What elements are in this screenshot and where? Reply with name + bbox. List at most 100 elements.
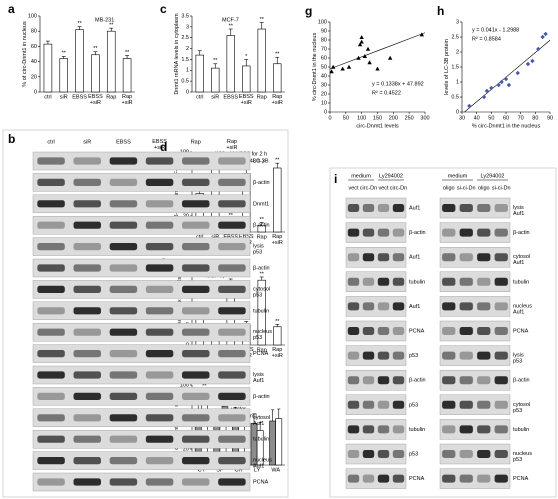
trend-line — [329, 32, 426, 70]
blot-strip — [345, 246, 407, 268]
panel-letter: a — [8, 2, 15, 16]
blot-strip — [439, 419, 511, 440]
x-tick-label: Rap — [106, 94, 116, 100]
text-line: p53 — [253, 293, 262, 299]
y-tick-label: 80 — [31, 29, 37, 35]
blot-band — [37, 264, 65, 272]
text-line: Rap — [122, 94, 132, 100]
blot-band — [145, 435, 174, 443]
blot-band — [442, 400, 456, 409]
blot-strip — [345, 296, 407, 317]
panel-letter: h — [437, 4, 444, 18]
text-line: +siR — [272, 353, 283, 359]
significance: ** — [275, 52, 280, 58]
blot-band — [73, 435, 101, 443]
text-line: nucleus — [253, 330, 274, 336]
blot-band — [182, 414, 210, 422]
text-line: +siR — [226, 145, 237, 151]
text-line: lysis — [253, 372, 265, 378]
blot-band — [477, 253, 491, 262]
row-label: β-actin — [513, 230, 530, 236]
annotation: MCF-7 — [222, 17, 239, 23]
row-label: tubulin — [409, 427, 425, 433]
blot-band — [182, 328, 210, 336]
blot-band — [392, 400, 405, 409]
x-tick-label: Rap +siR — [122, 94, 133, 106]
text-line: p53 — [253, 336, 262, 342]
x-tick-label: 50 — [343, 115, 349, 121]
blot-band — [494, 351, 508, 360]
x-tick-label: SP — [216, 467, 224, 473]
condition-label: Ly294002 — [481, 173, 505, 179]
y-tick-label: 100 — [318, 19, 327, 25]
point — [359, 39, 364, 44]
condition-label: medium — [351, 173, 371, 179]
blot-band — [37, 307, 65, 315]
text-line: p53 — [513, 359, 522, 365]
blot-band — [392, 228, 405, 237]
blot-band — [459, 474, 473, 483]
blot-band — [145, 178, 174, 186]
blot-band — [347, 351, 360, 360]
significance: * — [245, 54, 248, 60]
blot-band — [109, 157, 138, 165]
lane-label: oligo — [443, 185, 455, 191]
blot-band — [442, 228, 456, 237]
equation: y = 0.1338x + 47.892 — [372, 81, 424, 87]
point — [346, 64, 352, 69]
blot-band — [494, 228, 508, 237]
blot-strip — [32, 151, 251, 171]
text-line: Rap — [272, 347, 282, 353]
blot-band — [37, 478, 65, 486]
text-line: p53 — [253, 250, 262, 256]
bar — [211, 67, 220, 93]
blot-band — [109, 457, 138, 465]
blot-band — [477, 400, 491, 409]
text-line: lysis — [253, 244, 265, 250]
x-tick-label: siR — [211, 94, 219, 100]
blot-strip — [439, 296, 511, 317]
blot-strip — [345, 320, 407, 342]
blot-band — [347, 376, 360, 385]
blot-band — [459, 228, 473, 237]
row-label: β-actin — [409, 230, 426, 236]
row-label: Auf1 — [409, 205, 420, 211]
bar — [59, 58, 69, 93]
blot-band — [182, 435, 210, 443]
blot-band — [377, 228, 390, 237]
text-line: cytosol — [513, 402, 532, 408]
row-label: β-actin — [253, 265, 270, 271]
y-tick-label: 20 — [183, 446, 189, 452]
blot-strip — [345, 222, 407, 243]
significance: ** — [260, 271, 265, 277]
row-label: p53 — [409, 451, 418, 457]
lane-label: si-ci-Dn — [492, 185, 511, 191]
text-line: Rap — [272, 94, 282, 100]
blot-band — [362, 351, 375, 360]
bar — [122, 58, 132, 93]
bar — [106, 30, 116, 93]
lane-label: si-ci-Dn — [457, 185, 476, 191]
blot-band — [442, 253, 456, 262]
row-label: β-actin — [409, 378, 426, 384]
blot-band — [347, 474, 360, 483]
y-tick-label: 3 — [186, 24, 189, 30]
x-tick-label: 200 — [389, 115, 398, 121]
lane-label: ctrl — [47, 139, 54, 145]
blot-band — [459, 302, 473, 311]
text-line: cytosol — [253, 415, 272, 421]
row-label: PCNA — [253, 351, 269, 357]
y-tick-label: 0 — [456, 109, 459, 115]
y-axis-label: % of β-Gal stained MCF-7 cells — [174, 154, 180, 230]
panel-b-frame — [2, 129, 289, 498]
blot-band — [477, 376, 491, 385]
bar — [43, 43, 53, 93]
blot-band — [182, 178, 210, 186]
row-label: PCNA — [253, 479, 269, 485]
blot-band — [362, 400, 375, 409]
blot-band — [73, 178, 101, 186]
y-tick-label: 0 — [324, 109, 327, 115]
blot-band — [109, 307, 138, 315]
blot-band — [182, 221, 210, 229]
text-line: +siR — [241, 100, 252, 106]
